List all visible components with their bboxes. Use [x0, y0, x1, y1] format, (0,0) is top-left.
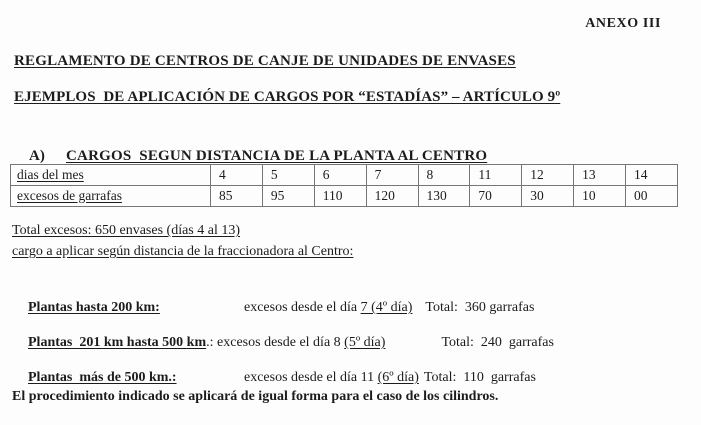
excess-cell: 30 [521, 185, 575, 207]
excess-detail-text: excesos desde el día [244, 300, 361, 315]
day-cell: 13 [573, 164, 626, 186]
excess-cell: 130 [417, 185, 471, 207]
document-title: REGLAMENTO DE CENTROS DE CANJE DE UNIDAD… [14, 53, 516, 69]
day-cell: 12 [521, 164, 575, 186]
plant-distance-row-under-200km: Plantas hasta 200 km: excesos desde el dí… [14, 284, 534, 332]
day-cell: 14 [625, 164, 678, 186]
charge-to-apply-line: cargo a aplicar según distancia de la fr… [12, 244, 354, 259]
section-a-title: CARGOS SEGUN DISTANCIA DE LA PLANTA AL C… [66, 148, 488, 164]
total-excess-line: Total excesos: 650 envases (días 4 al 13… [12, 223, 241, 238]
plant-distance-row-over-500km: Plantas más de 500 km.: excesos desde el … [14, 354, 536, 402]
label-separator: .: [206, 335, 218, 350]
total-garrafas: Total: 110 garrafas [423, 370, 536, 385]
plant-range-label: Plantas hasta 200 km: [28, 300, 160, 315]
total-garrafas: Total: 240 garrafas [441, 335, 554, 350]
day-note: (5º día) [344, 335, 386, 350]
procedure-note: El procedimiento indicado se aplicará de… [12, 389, 499, 404]
day-cell: 11 [469, 164, 523, 186]
row-header-excess-label: excesos de garrafas [17, 187, 122, 203]
day-cell: 8 [417, 164, 471, 186]
day-cell: 4 [210, 164, 263, 186]
day-cell: 6 [313, 164, 367, 186]
table-row-days: dias del mes 4 5 6 7 8 11 12 13 14 [10, 164, 678, 186]
excess-cell: 85 [210, 185, 263, 207]
document-subtitle: EJEMPLOS DE APLICACIÓN DE CARGOS POR “ES… [14, 89, 561, 105]
plant-range-label: Plantas 201 km hasta 500 km [28, 335, 207, 350]
table-row-excess: excesos de garrafas 85 95 110 120 130 70… [10, 185, 678, 207]
total-garrafas: Total: 360 garrafas [425, 300, 535, 315]
excess-detail-text: excesos desde el día 11 [244, 370, 378, 385]
annex-label: ANEXO III [585, 16, 661, 31]
excess-cell: 120 [365, 185, 419, 207]
row-header-days: dias del mes [10, 164, 211, 186]
excess-cell: 70 [469, 185, 523, 207]
plant-range-label: Plantas más de 500 km.: [28, 370, 177, 385]
excess-table: dias del mes 4 5 6 7 8 11 12 13 14 exces… [10, 164, 678, 207]
excess-detail-text: excesos desde el día 8 [217, 335, 345, 350]
row-header-days-label: dias del mes [17, 166, 84, 182]
day-cell: 7 [365, 164, 419, 186]
plant-distance-row-201-500km: Plantas 201 km hasta 500 km.: excesos de… [14, 319, 554, 367]
day-note: (6º día) [377, 370, 419, 385]
day-cell: 5 [261, 164, 315, 186]
excess-cell: 10 [573, 185, 626, 207]
section-a-heading-row: A) CARGOS SEGUN DISTANCIA DE LA PLANTA AL… [14, 131, 487, 182]
excess-cell: 00 [625, 185, 678, 207]
row-header-excess: excesos de garrafas [10, 185, 211, 207]
excess-cell: 95 [261, 185, 315, 207]
section-a-label: A) [29, 148, 45, 164]
day-note: 7 (4º día) [360, 300, 413, 315]
excess-cell: 110 [313, 185, 367, 207]
